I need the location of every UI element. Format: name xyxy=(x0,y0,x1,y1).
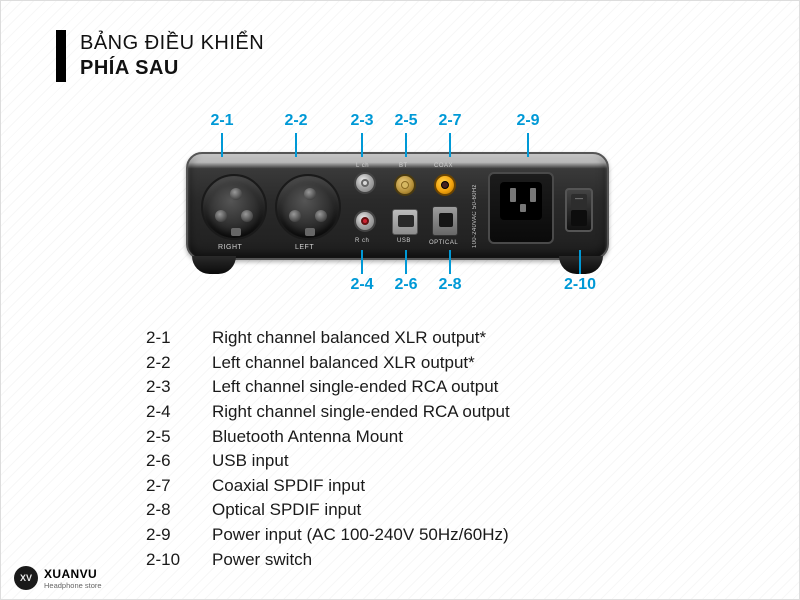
legend-row-2-7: 2-7 Coaxial SPDIF input xyxy=(146,474,510,499)
legend-row-2-3: 2-3 Left channel single-ended RCA output xyxy=(146,375,510,400)
callouts-layer: 2-1 2-2 2-3 2-5 2-7 2-9 2-4 2-6 2-8 2-10 xyxy=(0,110,800,310)
header-accent-bar xyxy=(56,30,66,82)
legend-row-2-2: 2-2 Left channel balanced XLR output* xyxy=(146,351,510,376)
legend-key: 2-3 xyxy=(146,375,190,400)
page-header: BẢNG ĐIỀU KHIỂN PHÍA SAU xyxy=(56,30,264,82)
callout-line-2-9 xyxy=(527,133,529,157)
legend-key: 2-2 xyxy=(146,351,190,376)
logo-text: XUANVU Headphone store xyxy=(44,567,102,590)
header-text: BẢNG ĐIỀU KHIỂN PHÍA SAU xyxy=(80,32,264,80)
logo-tag: Headphone store xyxy=(44,581,102,590)
callout-2-4: 2-4 xyxy=(350,276,373,294)
callout-line-2-1 xyxy=(221,133,223,157)
legend-key: 2-4 xyxy=(146,400,190,425)
legend-list: 2-1Right channel balanced XLR output*2-2… xyxy=(146,326,510,572)
callout-line-2-8 xyxy=(449,250,451,274)
callout-2-9: 2-9 xyxy=(516,112,539,130)
legend-value: Left channel single-ended RCA output xyxy=(212,375,498,400)
callout-2-8: 2-8 xyxy=(438,276,461,294)
legend-value: Bluetooth Antenna Mount xyxy=(212,425,403,450)
legend-value: USB input xyxy=(212,449,289,474)
logo-badge: XV xyxy=(14,566,38,590)
legend-value: Power switch xyxy=(212,548,312,573)
legend-value: Coaxial SPDIF input xyxy=(212,474,365,499)
callout-2-3: 2-3 xyxy=(350,112,373,130)
legend-row-2-5: 2-5 Bluetooth Antenna Mount xyxy=(146,425,510,450)
legend-key: 2-10 xyxy=(146,548,190,573)
legend-row-2-10: 2-10 Power switch xyxy=(146,548,510,573)
callout-2-5: 2-5 xyxy=(394,112,417,130)
legend-value: Right channel single-ended RCA output xyxy=(212,400,510,425)
callout-line-2-7 xyxy=(449,133,451,157)
legend-key: 2-7 xyxy=(146,474,190,499)
callout-2-1: 2-1 xyxy=(210,112,233,130)
callout-line-2-10 xyxy=(579,250,581,274)
legend-row-2-4: 2-4 Right channel single-ended RCA output xyxy=(146,400,510,425)
header-line2: PHÍA SAU xyxy=(80,57,264,80)
legend-value: Optical SPDIF input xyxy=(212,498,361,523)
callout-line-2-2 xyxy=(295,133,297,157)
legend-value: Left channel balanced XLR output* xyxy=(212,351,475,376)
legend-row-2-6: 2-6 USB input xyxy=(146,449,510,474)
callout-2-7: 2-7 xyxy=(438,112,461,130)
callout-line-2-6 xyxy=(405,250,407,274)
callout-2-6: 2-6 xyxy=(394,276,417,294)
diagram-stage: RIGHT LEFT L ch R ch BT USB COAX OPTICAL… xyxy=(0,110,800,310)
brand-logo: XV XUANVU Headphone store xyxy=(14,566,102,590)
callout-line-2-4 xyxy=(361,250,363,274)
callout-line-2-3 xyxy=(361,133,363,157)
legend-row-2-1: 2-1 Right channel balanced XLR output* xyxy=(146,326,510,351)
legend-row-2-9: 2-9 Power input (AC 100-240V 50Hz/60Hz) xyxy=(146,523,510,548)
legend-value: Power input (AC 100-240V 50Hz/60Hz) xyxy=(212,523,509,548)
legend-value: Right channel balanced XLR output* xyxy=(212,326,486,351)
header-line1: BẢNG ĐIỀU KHIỂN xyxy=(80,32,264,55)
logo-name: XUANVU xyxy=(44,567,102,581)
callout-2-10: 2-10 xyxy=(564,276,596,294)
legend-row-2-8: 2-8 Optical SPDIF input xyxy=(146,498,510,523)
legend-key: 2-8 xyxy=(146,498,190,523)
callout-2-2: 2-2 xyxy=(284,112,307,130)
legend-key: 2-6 xyxy=(146,449,190,474)
legend-key: 2-9 xyxy=(146,523,190,548)
legend-key: 2-5 xyxy=(146,425,190,450)
callout-line-2-5 xyxy=(405,133,407,157)
legend-key: 2-1 xyxy=(146,326,190,351)
